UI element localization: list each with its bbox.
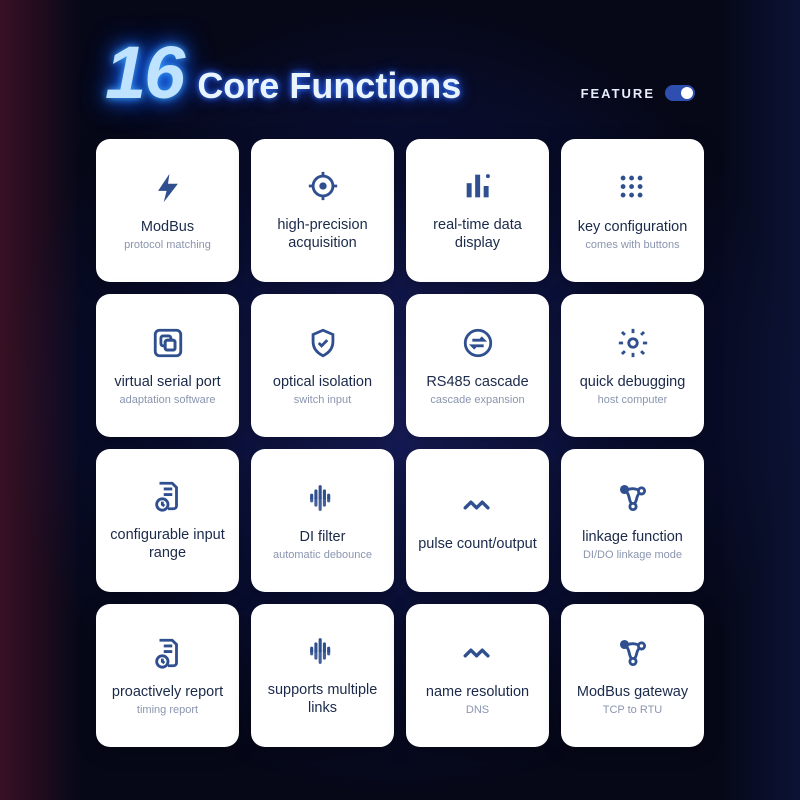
- feature-toggle[interactable]: FEATURE: [581, 85, 695, 115]
- card-title: optical isolation: [273, 373, 372, 391]
- feature-card: pulse count/output: [406, 449, 549, 592]
- bolt-icon: [148, 168, 188, 208]
- nodes-icon: [613, 633, 653, 673]
- feature-card: configurable input range: [96, 449, 239, 592]
- card-title: proactively report: [112, 683, 223, 701]
- feature-card: virtual serial port adaptation software: [96, 294, 239, 437]
- title: 16 Core Functions: [105, 30, 461, 115]
- feature-card: name resolution DNS: [406, 604, 549, 747]
- feature-card: ModBus gateway TCP to RTU: [561, 604, 704, 747]
- card-subtitle: cascade expansion: [430, 394, 524, 407]
- feature-label: FEATURE: [581, 86, 655, 101]
- card-title: configurable input range: [104, 526, 231, 562]
- card-subtitle: automatic debounce: [273, 549, 372, 562]
- card-subtitle: comes with buttons: [585, 239, 679, 252]
- zigzag-icon: [458, 633, 498, 673]
- feature-card: linkage function DI/DO linkage mode: [561, 449, 704, 592]
- feature-card: supports multiple links: [251, 604, 394, 747]
- copy-sq-icon: [148, 323, 188, 363]
- gear-icon: [613, 323, 653, 363]
- card-title: virtual serial port: [114, 373, 220, 391]
- card-subtitle: DI/DO linkage mode: [583, 549, 682, 562]
- toggle-icon: [665, 85, 695, 101]
- nodes-icon: [613, 478, 653, 518]
- title-number: 16: [105, 30, 183, 115]
- card-subtitle: adaptation software: [119, 394, 215, 407]
- card-subtitle: TCP to RTU: [603, 704, 663, 717]
- card-title: pulse count/output: [418, 535, 537, 553]
- card-title: DI filter: [300, 528, 346, 546]
- card-title: RS485 cascade: [426, 373, 528, 391]
- swap-icon: [458, 323, 498, 363]
- feature-card: quick debugging host computer: [561, 294, 704, 437]
- feature-grid: ModBus protocol matching high-precision …: [0, 139, 800, 767]
- feature-card: DI filter automatic debounce: [251, 449, 394, 592]
- card-subtitle: host computer: [598, 394, 668, 407]
- card-subtitle: switch input: [294, 394, 351, 407]
- pulse-icon: [303, 631, 343, 671]
- card-title: ModBus: [141, 218, 194, 236]
- card-subtitle: DNS: [466, 704, 489, 717]
- card-title: ModBus gateway: [577, 683, 688, 701]
- card-title: name resolution: [426, 683, 529, 701]
- card-title: key configuration: [578, 218, 688, 236]
- zigzag-icon: [458, 485, 498, 525]
- feature-card: proactively report timing report: [96, 604, 239, 747]
- feature-card: key configuration comes with buttons: [561, 139, 704, 282]
- keypad-icon: [613, 168, 653, 208]
- pulse-icon: [303, 478, 343, 518]
- card-subtitle: timing report: [137, 704, 198, 717]
- card-title: real-time data display: [414, 216, 541, 252]
- feature-card: ModBus protocol matching: [96, 139, 239, 282]
- doc-clock-icon: [148, 633, 188, 673]
- doc-clock-icon: [148, 476, 188, 516]
- title-text: Core Functions: [197, 65, 461, 107]
- feature-card: high-precision acquisition: [251, 139, 394, 282]
- card-title: high-precision acquisition: [259, 216, 386, 252]
- header: 16 Core Functions FEATURE: [0, 0, 800, 139]
- feature-card: real-time data display: [406, 139, 549, 282]
- feature-card: RS485 cascade cascade expansion: [406, 294, 549, 437]
- feature-card: optical isolation switch input: [251, 294, 394, 437]
- card-title: linkage function: [582, 528, 683, 546]
- card-subtitle: protocol matching: [124, 239, 211, 252]
- shield-icon: [303, 323, 343, 363]
- card-title: supports multiple links: [259, 681, 386, 717]
- bars-icon: [458, 166, 498, 206]
- crosshair-icon: [303, 166, 343, 206]
- card-title: quick debugging: [580, 373, 686, 391]
